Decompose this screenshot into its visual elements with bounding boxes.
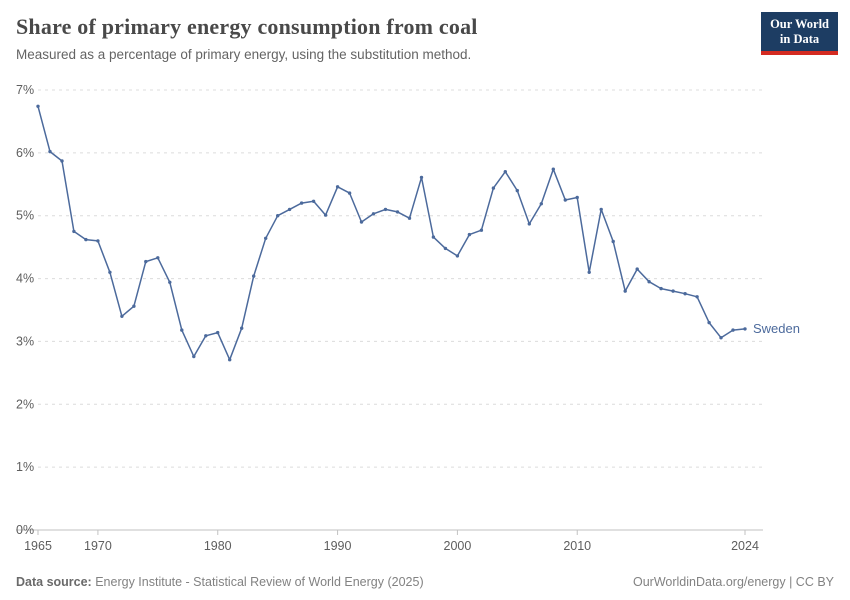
- data-point-marker: [431, 235, 436, 239]
- data-point-marker: [180, 328, 184, 332]
- y-tick-label: 4%: [16, 272, 34, 286]
- owid-logo-line1: Our World: [770, 17, 829, 31]
- line-chart: 0% 1% 2% 3% 4% 5% 6% 7% 1965 1970 1980 1990 2000 2010…: [0, 80, 850, 560]
- data-point-marker: [635, 267, 639, 271]
- data-point-marker: [647, 280, 651, 284]
- x-tick-label: 1965: [24, 539, 52, 553]
- data-point-marker: [276, 214, 280, 218]
- y-tick-label: 3%: [16, 334, 34, 348]
- y-tick-label: 2%: [16, 397, 34, 411]
- data-point-marker: [599, 207, 603, 212]
- data-point-marker: [551, 167, 555, 171]
- x-tick-label: 1990: [324, 539, 352, 553]
- data-point-marker: [216, 330, 220, 335]
- data-point-marker: [144, 259, 148, 264]
- data-point-marker: [204, 334, 208, 338]
- x-tick-label: 2010: [563, 539, 591, 553]
- data-point-marker: [575, 195, 579, 200]
- data-point-marker: [695, 295, 699, 299]
- data-point-marker: [659, 286, 663, 291]
- data-point-marker: [455, 254, 460, 258]
- data-point-marker: [671, 289, 675, 293]
- data-point-marker: [84, 237, 88, 242]
- data-point-marker: [611, 239, 615, 244]
- data-point-marker: [299, 201, 304, 205]
- data-point-marker: [479, 228, 484, 232]
- data-point-marker: [491, 186, 496, 190]
- series-line: [37, 105, 746, 361]
- y-tick-label: 0%: [16, 523, 34, 537]
- data-point-marker: [311, 199, 316, 203]
- footer-credit-link[interactable]: OurWorldinData.org/energy | CC BY: [632, 575, 834, 589]
- data-point-marker: [419, 175, 424, 180]
- data-point-marker: [48, 149, 52, 154]
- data-point-marker: [60, 159, 64, 163]
- data-point-marker: [228, 358, 232, 362]
- x-tick-label: 1970: [84, 539, 112, 553]
- data-point-marker: [287, 207, 292, 212]
- owid-logo[interactable]: Our World in Data: [761, 12, 838, 55]
- data-source-label: Data source:: [16, 575, 92, 589]
- data-point-marker: [96, 239, 100, 243]
- data-point-marker: [252, 274, 256, 278]
- data-point-marker: [743, 327, 747, 331]
- data-point-marker: [371, 212, 376, 216]
- y-tick-label: 7%: [16, 83, 34, 97]
- data-point-marker: [623, 289, 627, 293]
- data-point-marker: [192, 354, 196, 359]
- data-point-marker: [72, 229, 76, 234]
- data-point-marker: [587, 270, 591, 274]
- data-point-marker: [264, 236, 268, 240]
- data-point-marker: [335, 185, 340, 189]
- data-source-text: Energy Institute - Statistical Review of…: [95, 575, 424, 589]
- data-point-marker: [443, 246, 448, 251]
- data-point-marker: [395, 210, 400, 214]
- chart-header: Share of primary energy consumption from…: [0, 0, 850, 62]
- x-tick-label: 2024: [731, 539, 759, 553]
- chart-plot-area[interactable]: 0% 1% 2% 3% 4% 5% 6% 7% 1965 1970 1980 1990 2000 2010…: [0, 80, 850, 560]
- x-tick-label: 1980: [204, 539, 232, 553]
- data-point-marker: [36, 104, 40, 108]
- data-point-marker: [108, 270, 112, 274]
- data-point-marker: [707, 320, 711, 325]
- chart-title: Share of primary energy consumption from…: [16, 14, 478, 39]
- y-tick-label: 1%: [16, 460, 34, 474]
- data-point-marker: [503, 170, 507, 174]
- chart-footer: Data source: Energy Institute - Statisti…: [16, 575, 834, 589]
- data-source: Data source: Energy Institute - Statisti…: [16, 575, 424, 589]
- data-point-marker: [527, 222, 531, 226]
- y-tick-label: 5%: [16, 209, 34, 223]
- series-end-label: Sweden: [753, 321, 800, 336]
- data-point-marker: [683, 292, 687, 296]
- data-point-marker: [120, 314, 124, 318]
- data-point-marker: [323, 213, 328, 217]
- owid-logo-line2: in Data: [779, 32, 820, 46]
- chart-subtitle: Measured as a percentage of primary ener…: [16, 47, 472, 62]
- data-point-marker: [539, 202, 543, 206]
- data-point-marker: [168, 280, 172, 284]
- data-point-marker: [347, 191, 352, 195]
- data-point-marker: [515, 188, 519, 193]
- data-point-marker: [563, 198, 567, 202]
- data-point-marker: [719, 336, 723, 340]
- y-tick-label: 6%: [16, 146, 34, 160]
- data-point-marker: [156, 256, 160, 260]
- x-tick-label: 2000: [444, 539, 472, 553]
- data-point-marker: [731, 328, 735, 332]
- data-point-marker: [132, 304, 136, 308]
- data-point-marker: [383, 207, 388, 212]
- data-point-marker: [240, 326, 244, 330]
- data-point-marker: [407, 216, 412, 220]
- data-point-marker: [359, 220, 364, 224]
- data-point-marker: [467, 232, 472, 237]
